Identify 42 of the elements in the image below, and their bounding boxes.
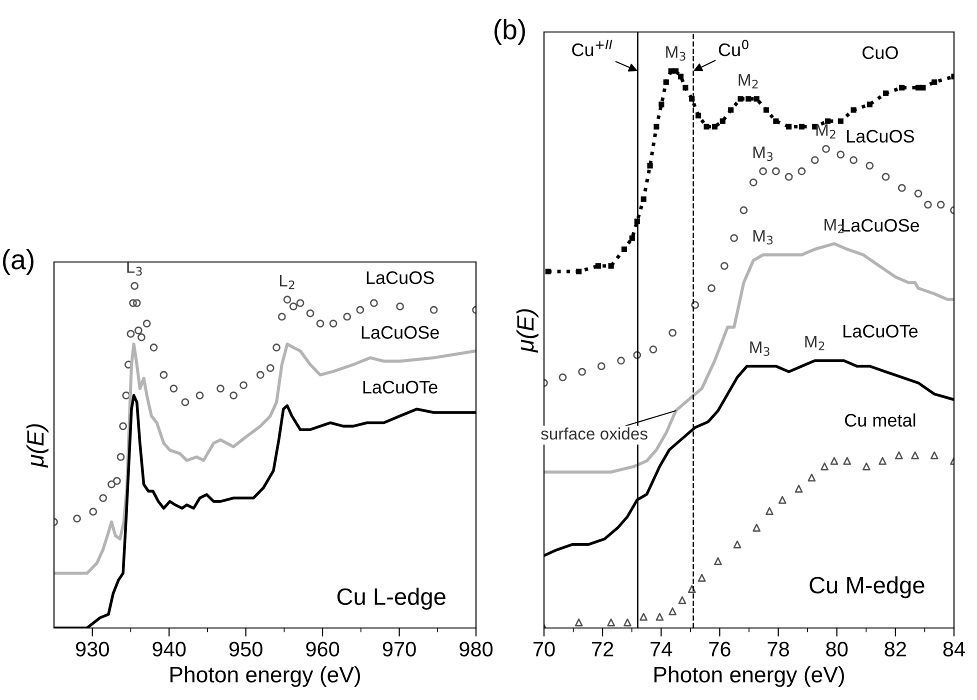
ref-line-label: Cu$^{0}$ (718, 40, 748, 56)
x-tick-label: 70 (533, 642, 555, 656)
annotation: M$_{3}$ (753, 230, 773, 244)
x-tick-label: 72 (592, 642, 614, 656)
chart-title: (a) (2, 249, 34, 275)
annotation: M$_{3}$ (750, 342, 770, 356)
annotation: Cu L-edge (337, 588, 446, 610)
x-tick-label: 950 (229, 642, 262, 656)
x-tick-label: 82 (884, 642, 906, 656)
x-axis-title: Photon energy (eV) (654, 666, 844, 687)
annotation: M$_{2}$ (805, 336, 824, 350)
x-tick-label: 78 (768, 642, 789, 656)
chart-title: (b) (494, 19, 525, 45)
x-tick-label: 980 (460, 642, 493, 656)
annotation: surface oxides (541, 427, 648, 440)
annotation: M$_{3}$ (753, 146, 773, 161)
ref-line-label: Cu$^{+II}$ (572, 40, 612, 56)
series-label: Cu metal (844, 413, 916, 427)
series-label: LaCuOS (366, 271, 434, 284)
series-label: CuO (862, 46, 898, 60)
x-tick-label: 930 (76, 642, 109, 656)
annotation: M$_{2}$ (738, 74, 758, 88)
series-label: LaCuOS (847, 130, 914, 143)
x-tick-label: 76 (709, 642, 730, 656)
annotation: L$_{3}$ (127, 261, 142, 276)
series-label: LaCuOTe (844, 324, 918, 338)
series-label: LaCuOSe (362, 326, 439, 339)
x-tick-label: 940 (152, 642, 186, 656)
series-label: LaCuOTe (363, 380, 438, 394)
x-tick-label: 74 (650, 642, 672, 656)
x-tick-label: 84 (943, 642, 965, 656)
x-axis-title: Photon energy (eV) (170, 666, 360, 687)
series-label: LaCuOSe (842, 218, 920, 232)
x-tick-label: 970 (382, 642, 416, 656)
annotation: M$_{3}$ (666, 46, 686, 61)
annotation: L$_{2}$ (280, 274, 294, 290)
annotation: M$_{2}$ (816, 124, 836, 138)
x-tick-label: 960 (306, 642, 340, 656)
y-axis-title: μ(E) (26, 424, 48, 468)
annotation: Cu M-edge (810, 576, 924, 598)
y-axis-title: μ(E) (516, 309, 538, 353)
x-tick-label: 80 (826, 642, 848, 656)
